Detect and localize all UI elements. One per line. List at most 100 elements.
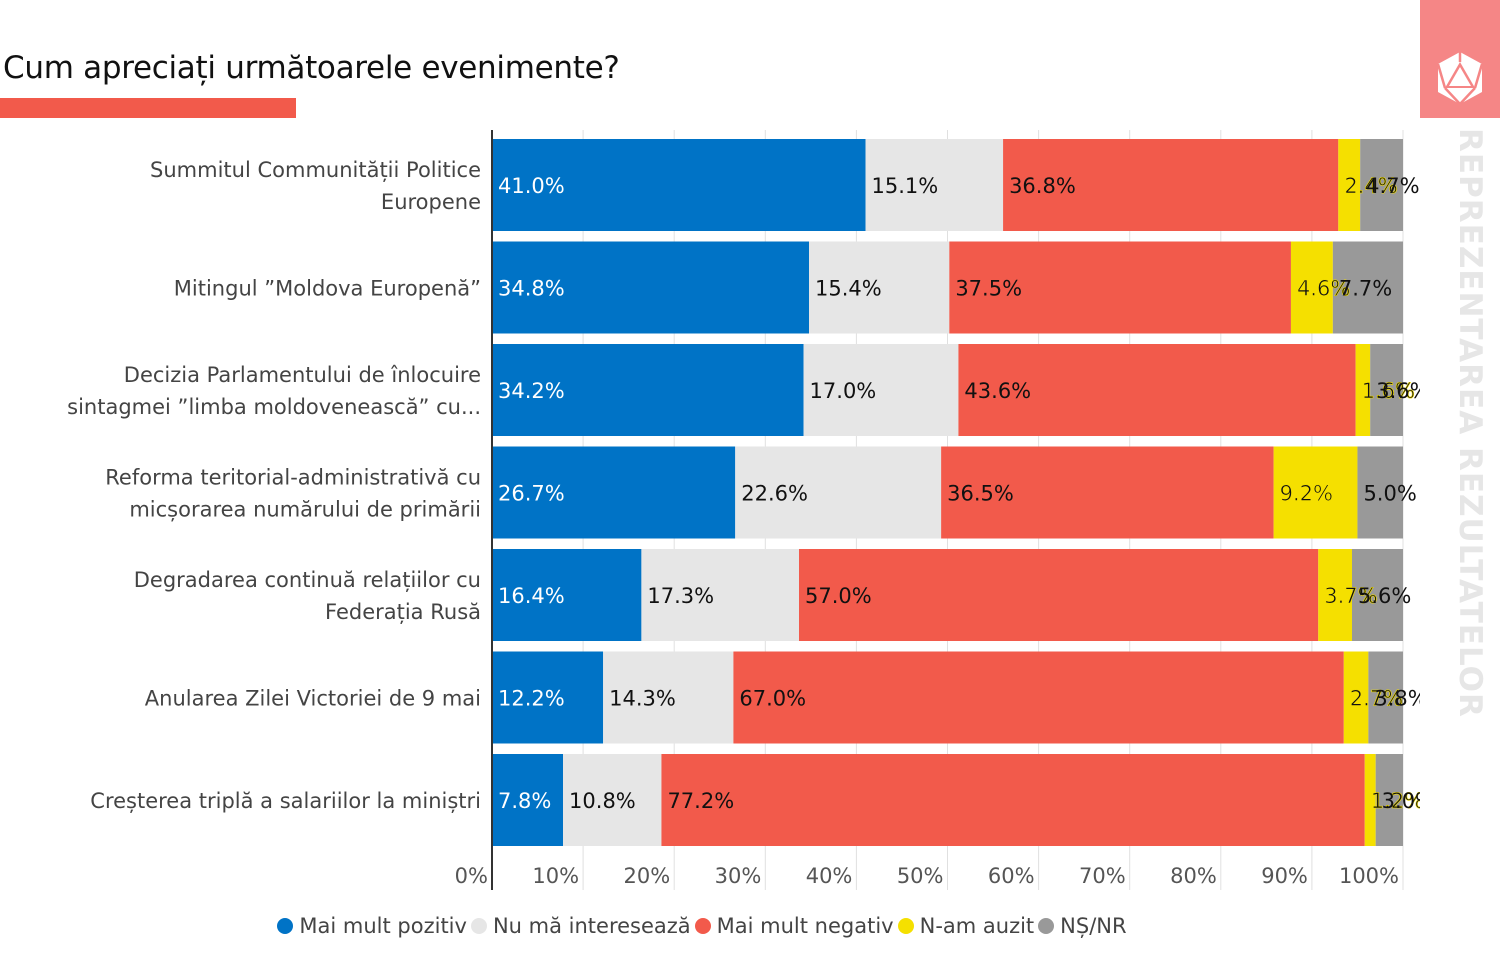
value-label: 12.2% [498,687,565,711]
value-label: 7.7% [1339,277,1392,301]
value-label: 4.7% [1366,174,1419,198]
value-label: 3.8% [1374,687,1420,711]
value-label: 37.5% [955,277,1022,301]
bar-segment [1364,754,1376,846]
category-label: micșorarea numărului de primării [129,498,481,522]
category-label: Anularea Zilei Victoriei de 9 mai [145,687,481,711]
bar-segment [799,549,1319,641]
bar-segment [958,344,1356,436]
legend-item[interactable]: N-am auzit [897,914,1035,938]
stacked-bar-chart: 41.0% 15.1% 36.8% 2.4%4.7% 34.8% 15.4% 37.5% 4.… [67,130,1420,890]
bar-segment [1338,139,1361,231]
d20-dice-icon [1436,52,1484,105]
bars [492,139,1403,846]
legend-item[interactable]: NȘ/NR [1038,914,1127,938]
bar-segment [809,241,950,334]
bar-segment [641,549,800,641]
category-label: Degradarea continuă relațiilor cu [134,568,481,592]
legend-label: NȘ/NR [1060,914,1127,938]
x-tick-label: 30% [715,864,762,888]
x-tick-label: 20% [624,864,671,888]
legend-dot-icon [277,918,294,934]
title-underline [0,98,296,118]
value-label: 5.6% [1358,584,1411,608]
value-label: 3.6% [1376,379,1420,403]
side-watermark-text: REPREZENTAREA REZULTATELOR [1452,128,1488,718]
x-tick-label: 100% [1339,864,1399,888]
value-label: 34.8% [498,277,565,301]
bar-segment [492,446,736,539]
category-label: Summitul Communității Politice [150,158,481,182]
bar-segment [603,651,734,744]
category-label: Decizia Parlamentului de înlocuire [124,363,481,387]
bar-segment [1360,139,1403,231]
bar-segment [1343,651,1369,744]
legend-dot-icon [897,918,914,934]
x-tick-label: 80% [1170,864,1217,888]
legend-dot-icon [1038,918,1055,934]
value-label: 34.2% [498,379,565,403]
bar-segment [563,754,662,846]
category-label: Creșterea triplă a salariilor la miniștr… [90,789,481,813]
legend: Mai mult pozitiv Nu mă interesează Mai mul… [0,914,1404,938]
bar-segment [1003,139,1339,231]
legend-label: Mai mult negativ [716,914,894,938]
bar-segment [941,446,1274,539]
bar-segment [1332,241,1403,334]
value-label: 22.6% [741,482,808,506]
value-label: 3.0% [1382,789,1420,813]
x-tick-label: 70% [1079,864,1126,888]
legend-item[interactable]: Nu mă interesează [470,914,691,938]
bar-segment [733,651,1344,744]
value-label: 36.8% [1009,174,1076,198]
bar-segment [803,344,959,436]
bar-segment [1355,344,1371,436]
bar-segment [1368,651,1403,744]
value-labels: 41.0% 15.1% 36.8% 2.4%4.7% 34.8% 15.4% 37.5% 4.… [498,174,1420,814]
x-tick-label: 60% [988,864,1035,888]
bar-segment [492,241,810,334]
bar-segment [949,241,1291,334]
value-label: 16.4% [498,584,565,608]
legend-dot-icon [470,918,487,934]
value-label: 2.4% [1344,174,1397,198]
value-label: 7.8% [498,789,551,813]
legend-item[interactable]: Mai mult pozitiv [277,914,467,938]
bar-segment [1375,754,1403,846]
category-label: Reforma teritorial-administrativă cu [105,466,481,490]
value-label: 57.0% [805,584,872,608]
bar-segment [865,139,1004,231]
legend-item[interactable]: Mai mult negativ [694,914,894,938]
legend-label: N-am auzit [919,914,1035,938]
bar-segment [492,344,804,436]
value-label: 2.7% [1350,687,1403,711]
value-label: 26.7% [498,482,565,506]
category-label: sintagmei ”limba moldovenească” cu... [67,395,481,419]
bar-segment [735,446,942,539]
bar-segment [492,549,642,641]
legend-label: Nu mă interesează [492,914,691,938]
category-labels: Summitul Communității Politice Europene Mi… [67,158,481,813]
legend-label: Mai mult pozitiv [299,914,467,938]
bar-segment [492,754,564,846]
legend-dot-icon [694,918,711,934]
value-label: 3.7% [1324,584,1377,608]
bar-segment [1290,241,1333,334]
value-label: 15.1% [872,174,939,198]
bar-segment [661,754,1365,846]
bar-segment [1318,549,1352,641]
value-label: 41.0% [498,174,565,198]
logo-badge [1420,0,1500,118]
chart-title: Cum apreciați următoarele evenimente? [3,50,620,86]
value-label: 15.4% [815,277,882,301]
x-tick-label: 0% [455,864,488,888]
bar-segment [492,139,866,231]
value-label: 77.2% [667,789,734,813]
bar-segment [1273,446,1358,539]
value-label: 4.6% [1297,277,1350,301]
value-label: 43.6% [964,379,1031,403]
value-label: 5.0% [1363,482,1416,506]
x-tick-label: 10% [532,864,579,888]
bar-segment [1370,344,1403,436]
value-label: 1.6% [1362,379,1415,403]
